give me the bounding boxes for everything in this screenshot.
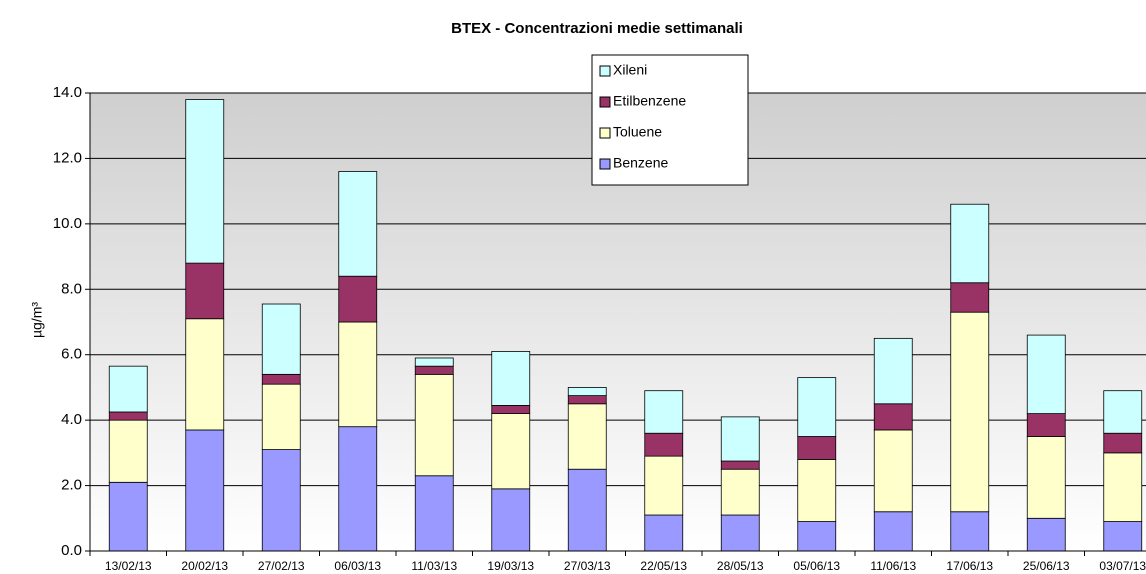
x-tick-label: 05/06/13: [793, 559, 840, 573]
bar-segment: [720, 514, 760, 552]
bar-segment: [567, 395, 607, 405]
bar-segment: [950, 203, 990, 284]
bar-segment: [338, 171, 378, 277]
legend-swatch: [599, 127, 611, 139]
bar-segment: [1026, 413, 1066, 437]
x-tick-label: 20/02/13: [181, 559, 228, 573]
x-tick-label: 22/05/13: [640, 559, 687, 573]
legend-box: [591, 54, 749, 186]
bar-segment: [261, 449, 301, 552]
bar-segment: [950, 311, 990, 513]
legend-label: Xileni: [613, 62, 647, 78]
bar-segment: [644, 432, 684, 457]
bar-segment: [261, 303, 301, 375]
x-tick-label: 11/06/13: [870, 559, 916, 573]
x-tick-label: 27/02/13: [258, 559, 305, 573]
x-tick-label: 06/03/13: [334, 559, 381, 573]
bar-segment: [491, 413, 531, 490]
bar-segment: [1103, 521, 1143, 552]
bar-segment: [185, 318, 225, 431]
chart-title: BTEX - Concentrazioni medie settimanali: [451, 20, 743, 37]
legend-swatch: [599, 158, 611, 170]
y-tick-label: 8.0: [61, 280, 82, 297]
legend-swatch: [599, 65, 611, 77]
legend-swatch: [599, 96, 611, 108]
bar-segment: [644, 514, 684, 552]
bar-segment: [338, 426, 378, 552]
bar-segment: [1103, 390, 1143, 434]
bar-segment: [1103, 432, 1143, 454]
bar-segment: [185, 429, 225, 552]
bar-segment: [338, 321, 378, 428]
bar-segment: [1026, 436, 1066, 519]
bar-segment: [491, 405, 531, 414]
bar-segment: [873, 511, 913, 552]
bar-segment: [797, 377, 837, 437]
legend-label: Benzene: [613, 155, 668, 171]
bar-segment: [1103, 452, 1143, 522]
bar-segment: [644, 390, 684, 434]
bar-segment: [414, 373, 454, 477]
bar-segment: [414, 357, 454, 367]
bar-segment: [950, 282, 990, 313]
bar-segment: [1026, 334, 1066, 415]
bar-segment: [414, 365, 454, 375]
y-tick-label: 6.0: [61, 346, 82, 363]
y-tick-label: 2.0: [61, 477, 82, 494]
x-tick-label: 03/07/13: [1099, 559, 1146, 573]
bar-segment: [185, 262, 225, 320]
bar-segment: [108, 365, 148, 413]
bar-segment: [950, 511, 990, 552]
x-tick-label: 13/02/13: [105, 559, 152, 573]
legend-label: Toluene: [613, 124, 662, 140]
x-tick-label: 17/06/13: [946, 559, 993, 573]
bar-segment: [873, 429, 913, 513]
bar-segment: [797, 458, 837, 522]
x-tick-label: 25/06/13: [1023, 559, 1070, 573]
bar-segment: [414, 475, 454, 552]
bar-segment: [567, 387, 607, 397]
bar-segment: [261, 373, 301, 385]
bar-segment: [797, 521, 837, 552]
bar-segment: [720, 468, 760, 516]
bar-segment: [185, 99, 225, 264]
bar-segment: [108, 419, 148, 483]
y-tick-label: 12.0: [53, 149, 82, 166]
bar-segment: [1026, 517, 1066, 552]
y-tick-label: 14.0: [53, 84, 82, 101]
bar-segment: [720, 416, 760, 462]
bar-segment: [567, 403, 607, 470]
bar-segment: [261, 383, 301, 450]
bar-segment: [108, 411, 148, 421]
bar-segment: [491, 351, 531, 406]
bar-segment: [338, 275, 378, 323]
bar-segment: [873, 337, 913, 405]
bar-segment: [720, 460, 760, 470]
bar-segment: [108, 481, 148, 552]
y-tick-label: 10.0: [53, 215, 82, 232]
x-tick-label: 19/03/13: [487, 559, 534, 573]
y-tick-label: 0.0: [61, 542, 82, 559]
y-tick-label: 4.0: [61, 411, 82, 428]
bar-segment: [644, 455, 684, 516]
x-tick-label: 27/03/13: [564, 559, 611, 573]
x-tick-label: 28/05/13: [717, 559, 764, 573]
x-tick-label: 11/03/13: [411, 559, 457, 573]
bar-segment: [491, 488, 531, 552]
y-axis-label: µg/m³: [29, 302, 45, 338]
bar-segment: [797, 436, 837, 460]
legend-label: Etilbenzene: [613, 93, 686, 109]
bar-segment: [567, 468, 607, 552]
bar-segment: [873, 403, 913, 431]
